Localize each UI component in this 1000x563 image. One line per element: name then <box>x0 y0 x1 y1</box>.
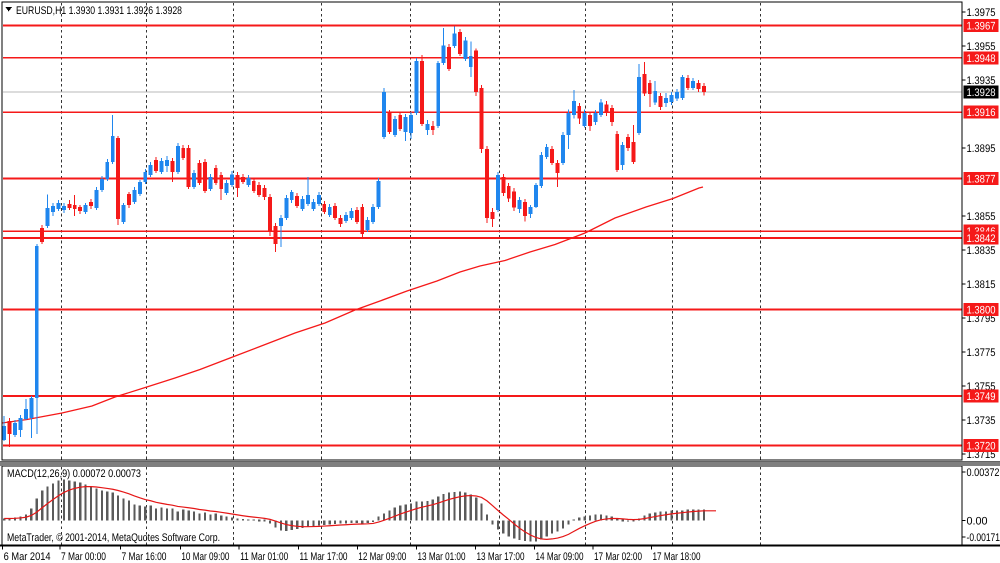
svg-text:1.3835: 1.3835 <box>967 245 996 257</box>
svg-text:0.00: 0.00 <box>967 516 988 528</box>
svg-text:1.3749: 1.3749 <box>967 391 996 403</box>
svg-text:1.3842: 1.3842 <box>967 233 996 245</box>
svg-text:1.3916: 1.3916 <box>967 107 996 119</box>
svg-text:1.3720: 1.3720 <box>967 441 996 453</box>
svg-text:1.3967: 1.3967 <box>967 21 996 33</box>
svg-text:1.3800: 1.3800 <box>967 304 996 316</box>
svg-text:13 Mar 01:00: 13 Mar 01:00 <box>418 551 466 563</box>
svg-text:1.3775: 1.3775 <box>967 347 996 359</box>
svg-text:1.3928: 1.3928 <box>967 87 996 99</box>
svg-text:-0.00171: -0.00171 <box>967 532 1000 544</box>
svg-text:MACD(12,26,9) 0.00072 0.00073: MACD(12,26,9) 0.00072 0.00073 <box>7 468 141 480</box>
svg-text:17 Mar 18:00: 17 Mar 18:00 <box>653 551 701 563</box>
svg-text:1.3855: 1.3855 <box>967 211 996 223</box>
svg-text:EURUSD,H1 1.3930 1.3931 1.392: EURUSD,H1 1.3930 1.3931 1.3926 1.3928 <box>16 5 182 17</box>
svg-text:0.00372: 0.00372 <box>967 467 1000 479</box>
svg-text:1.3815: 1.3815 <box>967 279 996 291</box>
svg-text:13 Mar 17:00: 13 Mar 17:00 <box>477 551 525 563</box>
svg-text:1.3735: 1.3735 <box>967 415 996 427</box>
svg-text:17 Mar 02:00: 17 Mar 02:00 <box>594 551 642 563</box>
svg-text:11 Mar 01:00: 11 Mar 01:00 <box>240 551 288 563</box>
svg-text:1.3935: 1.3935 <box>967 75 996 87</box>
svg-text:7 Mar 00:00: 7 Mar 00:00 <box>61 551 106 563</box>
svg-text:1.3877: 1.3877 <box>967 174 996 186</box>
svg-text:MetaTrader, © 2001-2014, MetaQ: MetaTrader, © 2001-2014, MetaQuotes Soft… <box>7 532 220 544</box>
svg-text:1.3948: 1.3948 <box>967 53 996 65</box>
svg-text:1.3895: 1.3895 <box>967 143 996 155</box>
svg-text:12 Mar 09:00: 12 Mar 09:00 <box>358 551 406 563</box>
svg-text:1.3955: 1.3955 <box>967 41 996 53</box>
svg-text:6 Mar 2014: 6 Mar 2014 <box>4 551 51 563</box>
svg-text:14 Mar 09:00: 14 Mar 09:00 <box>536 551 584 563</box>
svg-text:10 Mar 09:00: 10 Mar 09:00 <box>181 551 229 563</box>
svg-text:7 Mar 16:00: 7 Mar 16:00 <box>122 551 167 563</box>
svg-text:11 Mar 17:00: 11 Mar 17:00 <box>300 551 348 563</box>
svg-text:1.3975: 1.3975 <box>967 7 996 19</box>
